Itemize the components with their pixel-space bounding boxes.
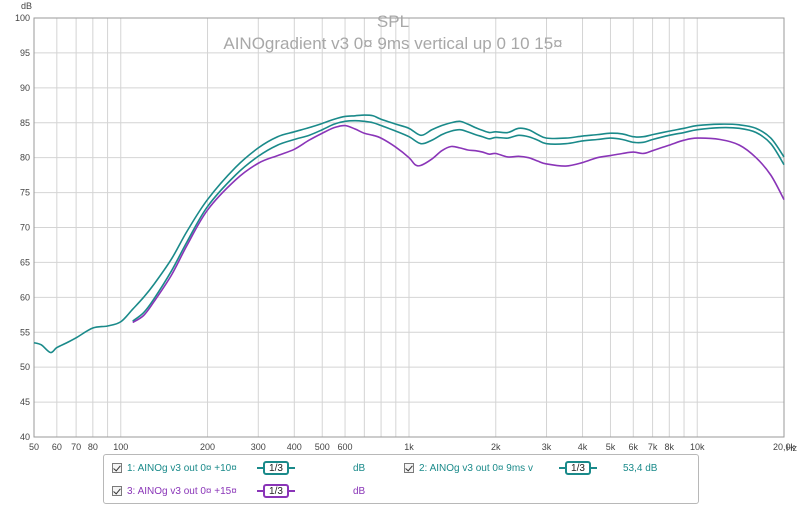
y-tick-label: 40 [20, 432, 30, 442]
x-tick-label: 3k [542, 442, 552, 452]
y-tick-label: 45 [20, 397, 30, 407]
chart-title: SPL [377, 12, 409, 31]
x-tick-label: 100 [113, 442, 128, 452]
x-tick-label: 10k [690, 442, 705, 452]
x-tick-label: 400 [287, 442, 302, 452]
legend-item-1: 1: AINOg v3 out 0¤ +10¤ 1/3 [112, 459, 295, 477]
y-tick-label: 55 [20, 327, 30, 337]
x-unit-label: Hz [786, 443, 797, 453]
plot-frame [33, 17, 785, 438]
y-tick-label: 75 [20, 188, 30, 198]
chart-subtitle: AINOgradient v3 0¤ 9ms vertical up 0 10 … [223, 34, 562, 53]
x-tick-label: 60 [52, 442, 62, 452]
series-line-3 [132, 124, 785, 324]
x-tick-label: 600 [338, 442, 353, 452]
legend-item-2-value: 53,4 dB [623, 463, 657, 474]
y-tick-label: 70 [20, 223, 30, 233]
x-axis: 50 60 70 80 100 200 300 400 500 600 1k 2k 3k 4k 5k 6k 7k… [29, 442, 796, 452]
grid [33, 17, 785, 438]
smoothing-pill: 1/3 [565, 461, 591, 475]
y-tick-label: 60 [20, 292, 30, 302]
y-tick-label: 90 [20, 83, 30, 93]
x-tick-label: 300 [251, 442, 266, 452]
x-tick-label: 5k [606, 442, 616, 452]
series-line-1 [33, 114, 785, 354]
legend-item-3-label: 3: AINOg v3 out 0¤ +15¤ [127, 485, 237, 497]
legend-item-3-smoothing[interactable]: 1/3 [257, 484, 295, 498]
y-tick-label: 80 [20, 153, 30, 163]
smoothing-pill: 1/3 [263, 461, 289, 475]
x-tick-label: 1k [404, 442, 414, 452]
x-tick-label: 80 [88, 442, 98, 452]
y-axis: 40 45 50 55 60 65 70 75 80 85 90 95 100 [15, 13, 30, 442]
legend-item-2: 2: AINOg v3 out 0¤ 9ms v 1/3 [404, 459, 597, 477]
legend-item-2-label: 2: AINOg v3 out 0¤ 9ms v [419, 462, 533, 474]
legend-item-3-unit: dB [353, 486, 366, 497]
x-tick-label: 500 [315, 442, 330, 452]
legend-item-1-checkbox[interactable] [112, 463, 122, 473]
legend-item-3-checkbox[interactable] [112, 486, 122, 496]
legend-item-1-unit: dB [353, 463, 366, 474]
legend-item-1-smoothing[interactable]: 1/3 [257, 461, 295, 475]
legend-item-1-label: 1: AINOg v3 out 0¤ +10¤ [127, 462, 237, 474]
y-tick-label: 85 [20, 118, 30, 128]
x-tick-label: 7k [648, 442, 658, 452]
legend-item-2-value-number: 53,4 [623, 463, 643, 474]
y-tick-label: 100 [15, 13, 30, 23]
legend-item-2-unit: dB [645, 463, 658, 474]
x-tick-label: 6k [629, 442, 639, 452]
x-tick-label: 8k [665, 442, 675, 452]
smoothing-pill: 1/3 [263, 484, 289, 498]
y-tick-label: 50 [20, 362, 30, 372]
y-tick-label: 95 [20, 48, 30, 58]
y-unit-label: dB [21, 1, 32, 11]
x-tick-label: 70 [71, 442, 81, 452]
legend-item-2-smoothing[interactable]: 1/3 [559, 461, 597, 475]
x-tick-label: 200 [200, 442, 215, 452]
x-tick-label: 2k [491, 442, 501, 452]
series [33, 114, 785, 354]
series-line-2 [132, 119, 785, 322]
x-tick-label: 4k [578, 442, 588, 452]
y-tick-label: 65 [20, 257, 30, 267]
x-tick-label: 20,0k [773, 442, 796, 452]
legend-panel: 1: AINOg v3 out 0¤ +10¤ 1/3 dB 2: AINOg … [103, 454, 699, 504]
x-tick-label: 50 [29, 442, 39, 452]
legend-item-2-checkbox[interactable] [404, 463, 414, 473]
legend-item-3: 3: AINOg v3 out 0¤ +15¤ 1/3 [112, 482, 295, 500]
